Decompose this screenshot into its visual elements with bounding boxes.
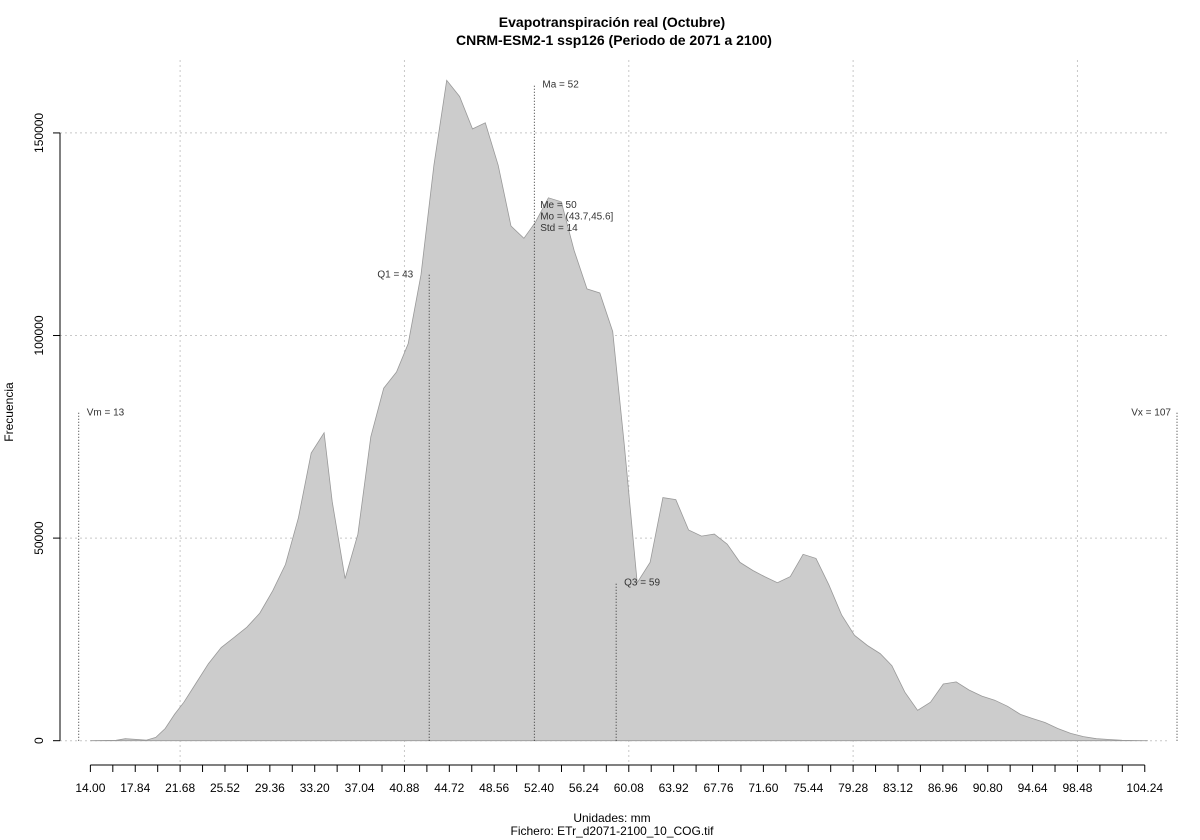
y-tick-label-0: 0 [32,737,46,744]
chart-subtitle: CNRM-ESM2-1 ssp126 (Periodo de 2071 a 21… [456,32,772,48]
x-tick-label-9: 48.56 [479,781,509,795]
x-tick-label-14: 67.76 [704,781,734,795]
x-tick-label-8: 44.72 [434,781,464,795]
marker-label-ma: Ma = 52 [542,79,579,90]
x-tick-label-15: 71.60 [748,781,778,795]
x-tick-label-6: 37.04 [345,781,375,795]
x-tick-label-5: 33.20 [300,781,330,795]
axes: 14.00 17.84 21.68 25.52 29.36 33.20 37.04 40.88… [32,113,1163,795]
stats-line-1: Mo = (43.7,45.6] [540,211,613,222]
frequency-area [90,79,1148,742]
x-tick-label-10: 52.40 [524,781,554,795]
y-tick-label-3: 150000 [32,113,46,153]
x-tick-label-12: 60.08 [614,781,644,795]
x-tick-label-13: 63.92 [659,781,689,795]
x-tick-label-21: 94.64 [1018,781,1048,795]
marker-label-q3: Q3 = 59 [624,578,660,589]
stats-line-0: Me = 50 [540,200,577,211]
x-tick-label-23: 104.24 [1126,781,1163,795]
x-tick-label-11: 56.24 [569,781,599,795]
chart-title: Evapotranspiración real (Octubre) [499,14,725,30]
x-tick-label-20: 90.80 [973,781,1003,795]
x-tick-label-19: 86.96 [928,781,958,795]
x-tick-label-18: 83.12 [883,781,913,795]
y-tick-label-1: 50000 [32,521,46,555]
x-tick-label-0: 14.00 [75,781,105,795]
x-tick-label-3: 25.52 [210,781,240,795]
x-tick-label-7: 40.88 [389,781,419,795]
x-tick-label-4: 29.36 [255,781,285,795]
x-tick-label-1: 17.84 [120,781,150,795]
marker-label-vx: Vx = 107 [1131,408,1171,419]
y-tick-label-2: 100000 [32,315,46,355]
x-tick-label-16: 75.44 [793,781,823,795]
statistic-markers: Vm = 13 Q1 = 43 Ma = 52 Q3 = 59 Vx = 107 Me =… [78,79,1178,741]
file-caption: Fichero: ETr_d2071-2100_10_COG.tif [511,824,715,838]
x-tick-label-17: 79.28 [838,781,868,795]
x-axis-label: Unidades: mm [573,811,650,825]
y-axis-label: Frecuencia [2,382,16,442]
stats-line-2: Std = 14 [540,223,578,234]
marker-label-q1: Q1 = 43 [377,270,413,281]
marker-label-vm: Vm = 13 [87,408,125,419]
x-tick-label-2: 21.68 [165,781,195,795]
x-tick-label-22: 98.48 [1062,781,1092,795]
